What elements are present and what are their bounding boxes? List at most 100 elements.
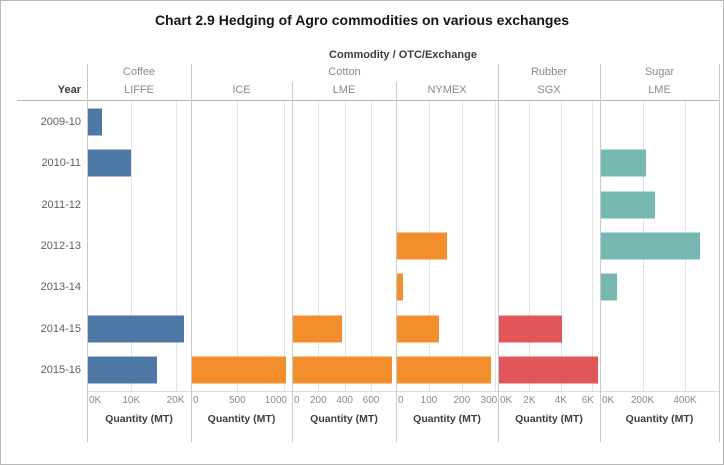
x-axis-tick-label: 1000 <box>264 395 287 406</box>
x-axis-tick-label: 400K <box>673 395 697 406</box>
row-slot-2013-14 <box>87 267 191 308</box>
row-slot-2010-11 <box>87 142 191 183</box>
gridline <box>461 101 463 391</box>
x-axis-ticks-nymex-3: 0 100 200 300 <box>396 395 498 408</box>
bar-liffe-2010-11 <box>87 149 132 177</box>
panel-divider <box>498 64 499 442</box>
row-slot-2010-11 <box>498 142 600 183</box>
year-tick-labels: 2009-10 2010-11 2011-12 2012-13 2013-14 2014-… <box>1 101 81 391</box>
x-axis-tick-label: 0K <box>89 395 102 406</box>
bar-lme-2011-12 <box>600 191 656 219</box>
panel-divider <box>87 64 88 442</box>
x-axis-tick-label: 200 <box>453 395 471 406</box>
row-slot-2014-15 <box>396 308 498 349</box>
bar-nymex-2015-16 <box>396 356 492 384</box>
exchange-label-ice-1: ICE <box>232 84 251 96</box>
row-slot-2011-12 <box>498 184 600 225</box>
gridline <box>592 101 594 391</box>
exchange-label-sgx-4: SGX <box>537 84 561 96</box>
row-slot-2013-14 <box>396 267 498 308</box>
x-axis-tick-label: 100 <box>420 395 438 406</box>
x-axis-tick-label: 2K <box>523 395 536 406</box>
row-slot-2014-15 <box>292 308 396 349</box>
row-slot-2009-10 <box>191 101 292 142</box>
x-axis-title-5: Quantity (MT) <box>625 413 694 425</box>
x-axis-tick-label: 4K <box>554 395 567 406</box>
exchange-label-lme-2: LME <box>332 84 356 96</box>
row-slot-2010-11 <box>396 142 498 183</box>
x-axis-title-0: Quantity (MT) <box>105 413 173 425</box>
row-slot-2011-12 <box>396 184 498 225</box>
x-axis-tick-label: 400 <box>336 395 353 406</box>
row-slot-2014-15 <box>191 308 292 349</box>
row-slot-2015-16 <box>396 350 498 391</box>
chart-title: Chart 2.9 Hedging of Agro commodities on… <box>154 12 570 28</box>
x-axis-baseline <box>87 391 719 392</box>
year-tick-label: 2014-15 <box>40 322 81 335</box>
bar-lme-2012-13 <box>600 232 700 260</box>
x-axis-ticks-lme-2: 0 200 400 600 <box>292 395 396 408</box>
x-axis-title-3: Quantity (MT) <box>413 413 481 425</box>
x-axis-tick-label: 0 <box>398 395 404 406</box>
row-slot-2009-10 <box>292 101 396 142</box>
row-slot-2013-14 <box>600 267 719 308</box>
gridline <box>529 101 531 391</box>
row-slot-2013-14 <box>498 267 600 308</box>
row-slot-2013-14 <box>292 267 396 308</box>
plot-area <box>87 101 719 391</box>
x-axis-title-2: Quantity (MT) <box>310 413 378 425</box>
x-axis-title-1: Quantity (MT) <box>207 413 276 425</box>
panel-divider <box>191 64 192 442</box>
bar-nymex-2014-15 <box>396 315 439 343</box>
row-slot-2011-12 <box>191 184 292 225</box>
x-axis-tick-label: 300 <box>480 395 498 406</box>
commodity-group-label-coffee: Coffee <box>122 66 156 78</box>
commodity-group-label-sugar: Sugar <box>644 66 675 78</box>
gridline <box>560 101 562 391</box>
x-axis-tick-label: 500 <box>228 395 246 406</box>
row-slot-2015-16 <box>292 350 396 391</box>
x-axis-tick-label: 0K <box>602 395 615 406</box>
commodity-header-row: Coffee Cotton Rubber Sugar <box>87 64 719 81</box>
row-slot-2011-12 <box>600 184 719 225</box>
gridline <box>494 101 496 391</box>
commodity-group-label-rubber: Rubber <box>530 66 568 78</box>
x-axis-tick-label: 20K <box>166 395 185 406</box>
bar-liffe-2015-16 <box>87 356 157 384</box>
exchange-label-lme-5: LME <box>648 84 671 96</box>
row-slot-2012-13 <box>396 225 498 266</box>
row-slot-2010-11 <box>600 142 719 183</box>
panel-cotton-nymex <box>396 101 498 391</box>
row-slot-2014-15 <box>600 308 719 349</box>
bar-nymex-2012-13 <box>396 232 447 260</box>
bar-lme-2014-15 <box>292 315 343 343</box>
bar-sgx-2014-15 <box>498 315 563 343</box>
gridline <box>131 101 133 391</box>
row-slot-2010-11 <box>292 142 396 183</box>
bar-sgx-2015-16 <box>498 356 599 384</box>
bar-nymex-2013-14 <box>396 273 403 301</box>
row-slot-2015-16 <box>600 350 719 391</box>
year-axis-label: Year <box>57 84 81 96</box>
gridline <box>283 101 285 391</box>
exchange-label-nymex-3: NYMEX <box>427 84 467 96</box>
x-axis-tick-label: 200K <box>630 395 655 406</box>
bar-liffe-2014-15 <box>87 315 185 343</box>
row-slot-2015-16 <box>87 350 191 391</box>
year-tick-label: 2011-12 <box>41 198 81 211</box>
exchange-label-liffe-0: LIFFE <box>124 84 154 96</box>
x-axis-tick-label: 6K <box>581 395 594 406</box>
row-slot-2009-10 <box>396 101 498 142</box>
panel-divider <box>719 64 720 442</box>
x-axis-tick-label: 10K <box>122 395 141 406</box>
bar-lme-2013-14 <box>600 273 617 301</box>
x-axis-ticks-sgx-4: 0K 2K 4K 6K <box>498 395 600 408</box>
panel-divider <box>292 82 293 442</box>
x-axis-ticks-ice-1: 0 500 1000 <box>191 395 292 408</box>
year-tick-label: 2013-14 <box>40 281 81 294</box>
row-slot-2009-10 <box>498 101 600 142</box>
bar-lme-2010-11 <box>600 149 646 177</box>
gridline <box>344 101 346 391</box>
row-slot-2012-13 <box>600 225 719 266</box>
